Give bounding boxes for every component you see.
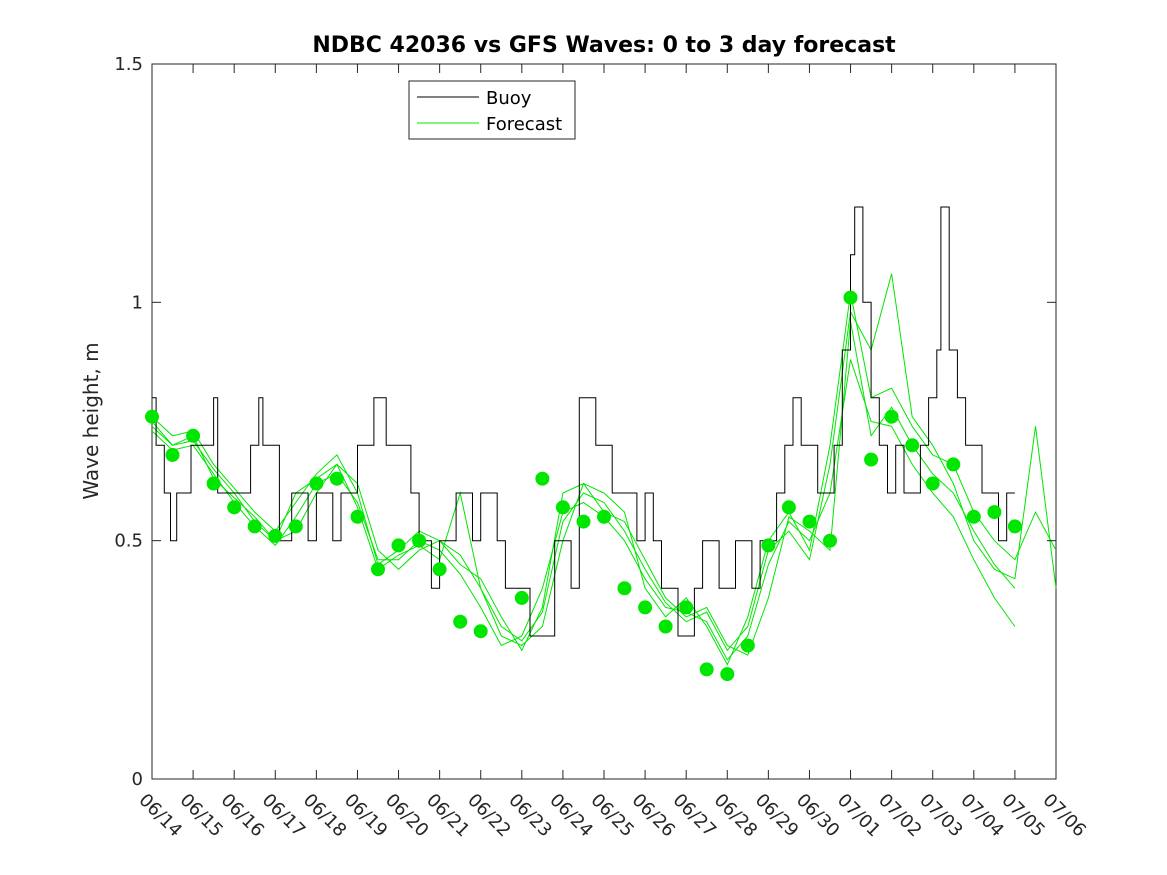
forecast-marker-9 [329, 471, 344, 486]
forecast-marker-13 [412, 533, 427, 548]
forecast-marker-4 [227, 500, 242, 515]
forecast-marker-6 [268, 528, 283, 543]
forecast-marker-12 [391, 538, 406, 553]
forecast-marker-17 [514, 590, 529, 605]
forecast-marker-18 [535, 471, 550, 486]
forecast-marker-32 [823, 533, 837, 548]
forecast-marker-25 [679, 600, 694, 615]
forecast-marker-20 [576, 514, 591, 529]
forecast-marker-2 [186, 428, 201, 443]
chart-title: NDBC 42036 vs GFS Waves: 0 to 3 day fore… [312, 33, 896, 58]
forecast-marker-3 [206, 476, 221, 491]
forecast-marker-34 [864, 452, 879, 467]
y-axis-label: Wave height, m [79, 342, 103, 499]
forecast-marker-14 [432, 562, 447, 577]
forecast-marker-10 [350, 509, 365, 524]
forecast-marker-31 [802, 514, 817, 529]
forecast-marker-38 [946, 457, 961, 472]
forecast-marker-8 [309, 476, 324, 491]
forecast-marker-27 [720, 667, 735, 682]
forecast-line-1 [151, 359, 1016, 661]
forecast-marker-11 [371, 562, 385, 577]
y-tick-label-1: 0.5 [114, 531, 143, 552]
plot-layer [145, 206, 1057, 682]
forecast-marker-39 [966, 509, 981, 524]
forecast-marker-29 [761, 538, 776, 553]
forecast-marker-28 [740, 638, 755, 653]
legend-buoy-label: Buoy [486, 88, 532, 109]
forecast-marker-16 [473, 624, 488, 639]
buoy-line [152, 206, 1015, 637]
forecast-marker-35 [884, 409, 899, 424]
forecast-marker-7 [288, 519, 303, 534]
legend: Buoy Forecast [408, 80, 576, 140]
forecast-marker-15 [453, 614, 468, 629]
legend-box [408, 80, 576, 140]
legend-forecast-label: Forecast [486, 114, 562, 135]
forecast-marker-5 [247, 519, 262, 534]
forecast-line-3 [151, 273, 1057, 652]
y-tick-label-2: 1 [132, 292, 143, 313]
forecast-marker-41 [1007, 519, 1022, 534]
forecast-marker-19 [555, 500, 570, 515]
forecast-marker-40 [987, 505, 1002, 520]
forecast-marker-30 [781, 500, 796, 515]
forecast-marker-22 [617, 581, 632, 596]
forecast-marker-37 [925, 476, 940, 491]
forecast-marker-33 [843, 290, 858, 305]
y-tick-label-0: 0 [132, 769, 143, 790]
forecast-marker-26 [699, 662, 714, 677]
plot-area-frame [151, 63, 1057, 780]
forecast-marker-23 [638, 600, 653, 615]
y-tick-label-3: 1.5 [114, 54, 143, 75]
forecast-marker-0 [145, 409, 159, 424]
forecast-marker-21 [597, 509, 611, 524]
forecast-marker-1 [165, 447, 180, 462]
forecast-marker-36 [905, 438, 920, 453]
forecast-marker-24 [658, 619, 673, 634]
